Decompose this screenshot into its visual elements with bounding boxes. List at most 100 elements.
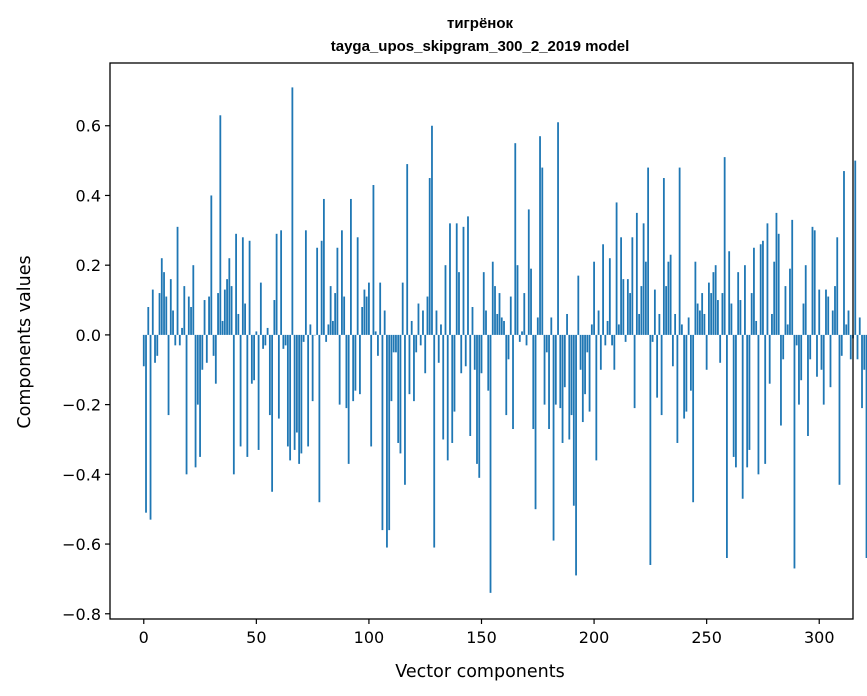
bar	[798, 334, 800, 405]
y-tick-label: 0.6	[76, 117, 101, 136]
bar	[471, 307, 474, 335]
bar	[566, 313, 568, 335]
bar	[230, 286, 233, 335]
bar	[187, 296, 190, 335]
bar	[239, 334, 242, 447]
bar	[372, 185, 375, 335]
bar	[543, 334, 546, 405]
bar	[505, 334, 508, 416]
bar	[820, 334, 823, 370]
bar	[629, 293, 631, 335]
bar	[356, 237, 359, 335]
bar	[545, 334, 548, 353]
bar	[226, 279, 228, 335]
bar	[509, 296, 512, 335]
bar	[633, 334, 636, 409]
bar	[579, 334, 582, 370]
bar	[381, 334, 384, 531]
bar	[703, 313, 706, 335]
bar	[507, 334, 510, 360]
bar	[626, 279, 629, 335]
bar	[753, 247, 755, 335]
bar	[498, 293, 501, 335]
bar	[194, 334, 197, 468]
bar	[363, 289, 366, 335]
bar	[527, 209, 530, 335]
x-tick-label: 250	[691, 628, 722, 647]
bar	[266, 327, 269, 335]
chart-subtitle: tayga_upos_skipgram_300_2_2019 model	[331, 38, 630, 55]
bar	[413, 334, 415, 402]
bar	[744, 265, 746, 335]
bar	[300, 334, 303, 454]
bar	[674, 313, 677, 335]
bar	[631, 237, 634, 335]
bar	[235, 233, 237, 335]
bar	[831, 310, 834, 335]
bar	[142, 334, 145, 367]
bar	[669, 254, 672, 335]
bar	[586, 334, 589, 353]
x-tick-label: 50	[246, 628, 266, 647]
bar	[786, 324, 789, 335]
bar	[647, 167, 650, 335]
bar	[840, 334, 843, 356]
bar	[199, 334, 201, 457]
bar	[167, 334, 170, 416]
x-tick-label: 0	[139, 628, 149, 647]
bar	[557, 122, 559, 335]
bar	[183, 286, 186, 335]
bar	[514, 143, 517, 335]
bar	[496, 313, 499, 335]
bar	[163, 272, 165, 335]
bar	[253, 334, 255, 381]
bar	[777, 233, 780, 335]
bar	[451, 334, 454, 443]
bar	[773, 261, 776, 335]
bar	[241, 237, 244, 335]
bar	[149, 334, 152, 520]
y-tick-label: −0.2	[62, 396, 101, 415]
bar	[379, 282, 382, 335]
bar	[286, 334, 289, 447]
bar	[473, 334, 476, 370]
bar	[577, 275, 580, 335]
bar	[482, 272, 485, 335]
bar	[827, 296, 830, 335]
bar	[223, 289, 226, 335]
bar	[370, 334, 373, 447]
bar	[275, 233, 278, 335]
bar	[404, 334, 406, 485]
bar	[246, 334, 249, 457]
bar	[255, 331, 258, 335]
bar	[861, 334, 863, 409]
bar	[268, 334, 271, 416]
bar	[521, 331, 523, 335]
bar	[624, 334, 627, 342]
bar	[595, 334, 598, 461]
bar	[795, 334, 798, 346]
bar	[816, 334, 818, 377]
y-tick-label: 0.0	[76, 326, 101, 345]
bar	[415, 334, 418, 353]
bar	[244, 303, 246, 335]
bar	[500, 317, 503, 335]
bar	[834, 286, 836, 335]
bar	[723, 157, 726, 335]
bar	[701, 293, 704, 335]
bar	[755, 320, 758, 335]
bar	[762, 240, 764, 335]
bar	[559, 334, 562, 409]
bar	[259, 282, 262, 335]
bar	[572, 334, 575, 506]
bar	[651, 334, 654, 342]
bar	[250, 334, 253, 384]
bar	[291, 87, 294, 335]
bar	[548, 334, 550, 430]
bar	[214, 334, 217, 384]
bar	[518, 334, 521, 342]
bar	[307, 334, 310, 447]
bar	[606, 320, 609, 335]
bar	[780, 334, 782, 426]
bar	[435, 310, 438, 335]
